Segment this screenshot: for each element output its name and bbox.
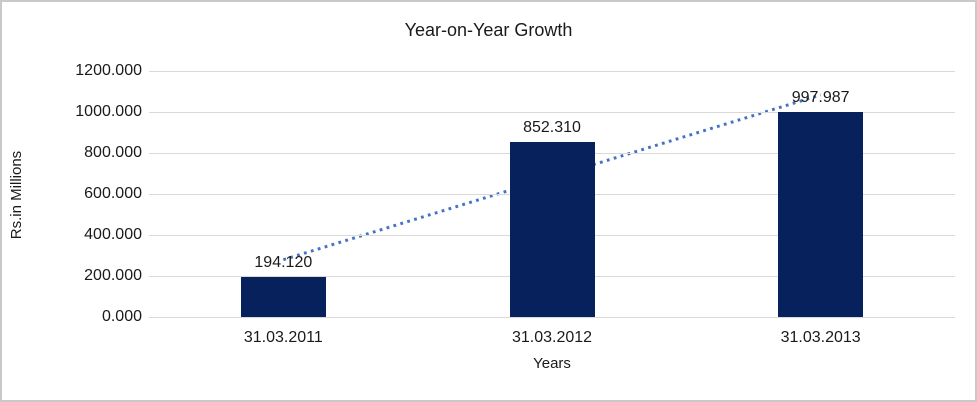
y-axis-tick-label: 1200.000 [75, 62, 142, 79]
x-axis-tick-label: 31.03.2013 [780, 329, 861, 346]
y-axis-tick-label: 600.000 [84, 185, 142, 202]
x-axis-tick-label: 31.03.2011 [243, 329, 323, 346]
x-axis-tick-label: 31.03.2012 [511, 329, 593, 346]
gridline [149, 71, 955, 72]
data-label: 852.310 [523, 119, 581, 137]
y-axis-tick-label: 400.000 [84, 226, 142, 243]
bar-31.03.2011 [240, 277, 326, 317]
y-axis-tick-label: 200.000 [84, 267, 142, 284]
chart-title: Year-on-Year Growth [404, 20, 573, 40]
bar-31.03.2013 [778, 112, 864, 317]
bar-31.03.2012 [509, 142, 595, 317]
gridline [149, 317, 955, 318]
gridline [149, 112, 955, 113]
y-axis-tick-label: 0.000 [101, 308, 142, 325]
data-label: 194.120 [254, 254, 313, 272]
y-axis-tick-label: 800.000 [84, 144, 142, 161]
x-axis-title: Years [533, 355, 571, 372]
data-label: 997.987 [791, 89, 850, 107]
y-axis-title: Rs.in Millions [8, 150, 25, 240]
y-axis-tick-label: 1000.000 [75, 103, 142, 120]
